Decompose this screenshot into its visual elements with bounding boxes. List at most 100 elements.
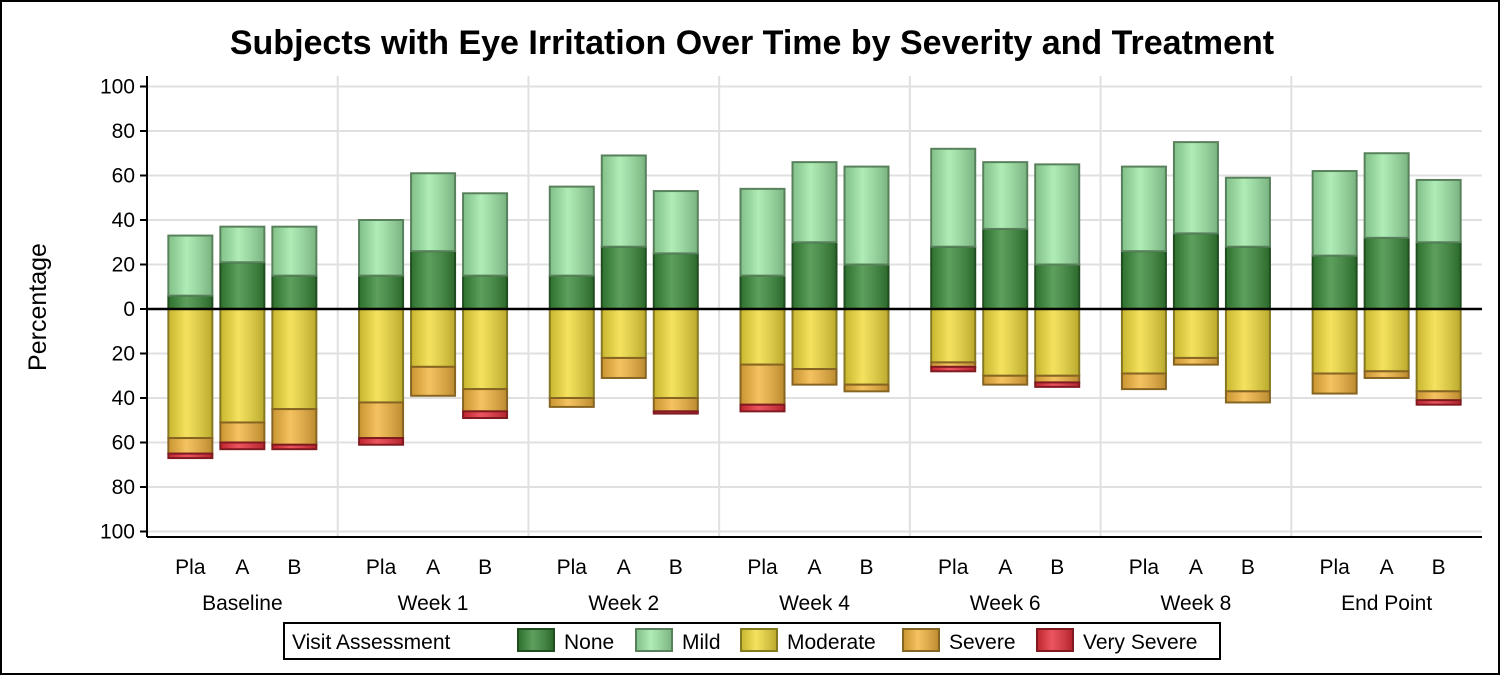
bar-sheen	[169, 310, 211, 437]
legend-swatch-sheen	[904, 630, 938, 650]
bar-sheen	[1227, 392, 1269, 401]
bar-sheen	[1314, 310, 1356, 373]
y-tick-label: 40	[112, 387, 135, 410]
y-tick-label: 60	[112, 165, 135, 188]
bar-sheen	[794, 370, 836, 384]
x-group-label: Week 8	[1161, 592, 1232, 615]
bar-sheen	[551, 277, 593, 308]
bar-sheen	[221, 310, 263, 421]
legend-swatch-sheen	[742, 630, 776, 650]
x-tick-label: Pla	[1319, 556, 1350, 579]
bar-sheen	[1366, 372, 1408, 377]
x-group-label: Week 2	[588, 592, 659, 615]
x-tick-label: A	[426, 556, 440, 579]
bar-sheen	[1123, 252, 1165, 308]
x-tick-label: A	[998, 556, 1012, 579]
legend-label: Very Severe	[1083, 631, 1197, 654]
bar-sheen	[464, 310, 506, 388]
y-tick-label: 0	[123, 298, 135, 321]
bar-sheen	[1123, 375, 1165, 389]
bars	[168, 142, 1460, 458]
bar-sheen	[1227, 248, 1269, 308]
bar-sheen	[360, 310, 402, 401]
bar-sheen	[846, 310, 888, 384]
bar-sheen	[603, 156, 645, 245]
y-tick-label: 20	[112, 343, 135, 366]
bar-sheen	[1123, 310, 1165, 373]
x-group-label: Week 6	[970, 592, 1041, 615]
bar-sheen	[742, 190, 784, 275]
bar-sheen	[1175, 143, 1217, 232]
bar-sheen	[794, 163, 836, 241]
bar-sheen	[412, 174, 454, 250]
bar-sheen	[464, 412, 506, 417]
bar-sheen	[360, 221, 402, 275]
x-tick-label: B	[669, 556, 683, 579]
legend-label: Mild	[682, 631, 721, 654]
bar-sheen	[1227, 310, 1269, 390]
x-tick-label: A	[1380, 556, 1394, 579]
bar-sheen	[360, 403, 402, 437]
bar-sheen	[464, 194, 506, 274]
x-tick-label: B	[478, 556, 492, 579]
bar-sheen	[1036, 383, 1078, 385]
bar-sheen	[603, 359, 645, 377]
bar-sheen	[846, 386, 888, 391]
x-tick-label: A	[235, 556, 249, 579]
legend-swatch-sheen	[637, 630, 671, 650]
legend-label: Severe	[949, 631, 1016, 654]
bar-sheen	[742, 310, 784, 364]
bar-sheen	[412, 252, 454, 308]
x-tick-label: Pla	[747, 556, 778, 579]
bar-sheen	[742, 277, 784, 308]
x-tick-label: A	[1189, 556, 1203, 579]
bar-sheen	[169, 297, 211, 308]
bar-sheen	[1314, 375, 1356, 393]
x-tick-label: B	[1241, 556, 1255, 579]
y-axis-label: Percentage	[24, 243, 52, 371]
bar-sheen	[551, 188, 593, 275]
x-tick-label: A	[617, 556, 631, 579]
bar-sheen	[984, 377, 1026, 384]
bar-sheen	[984, 230, 1026, 308]
x-group-label: End Point	[1341, 592, 1432, 615]
bar-sheen	[1036, 266, 1078, 309]
bar-sheen	[1227, 179, 1269, 246]
bar-sheen	[360, 277, 402, 308]
bar-sheen	[221, 444, 263, 449]
bar-sheen	[1418, 401, 1460, 403]
x-tick-label: Pla	[366, 556, 397, 579]
bar-sheen	[742, 406, 784, 411]
x-group-label: Week 1	[398, 592, 469, 615]
bar-sheen	[273, 446, 315, 448]
bar-sheen	[1314, 257, 1356, 308]
bar-sheen	[1366, 239, 1408, 308]
x-tick-label: B	[1050, 556, 1064, 579]
y-tick-label: 80	[112, 120, 135, 143]
bar-sheen	[464, 390, 506, 410]
bar-sheen	[932, 363, 974, 365]
bar-sheen	[1418, 310, 1460, 390]
bar-sheen	[984, 163, 1026, 228]
chart-title: Subjects with Eye Irritation Over Time b…	[230, 24, 1274, 62]
x-tick-label: A	[807, 556, 821, 579]
bar-sheen	[655, 192, 697, 252]
bar-sheen	[1036, 377, 1078, 382]
bar-sheen	[1123, 168, 1165, 251]
bar-sheen	[1175, 310, 1217, 357]
bar-sheen	[169, 455, 211, 457]
x-tick-label: B	[1432, 556, 1446, 579]
y-tick-label: 20	[112, 254, 135, 277]
bar-sheen	[169, 237, 211, 295]
bar-sheen	[221, 263, 263, 308]
bar-sheen	[846, 266, 888, 309]
bar-sheen	[932, 248, 974, 308]
legend-title: Visit Assessment	[292, 631, 451, 654]
x-tick-label: Pla	[938, 556, 969, 579]
bar-sheen	[932, 368, 974, 370]
bar-sheen	[273, 228, 315, 275]
legend-swatch-sheen	[519, 630, 553, 650]
